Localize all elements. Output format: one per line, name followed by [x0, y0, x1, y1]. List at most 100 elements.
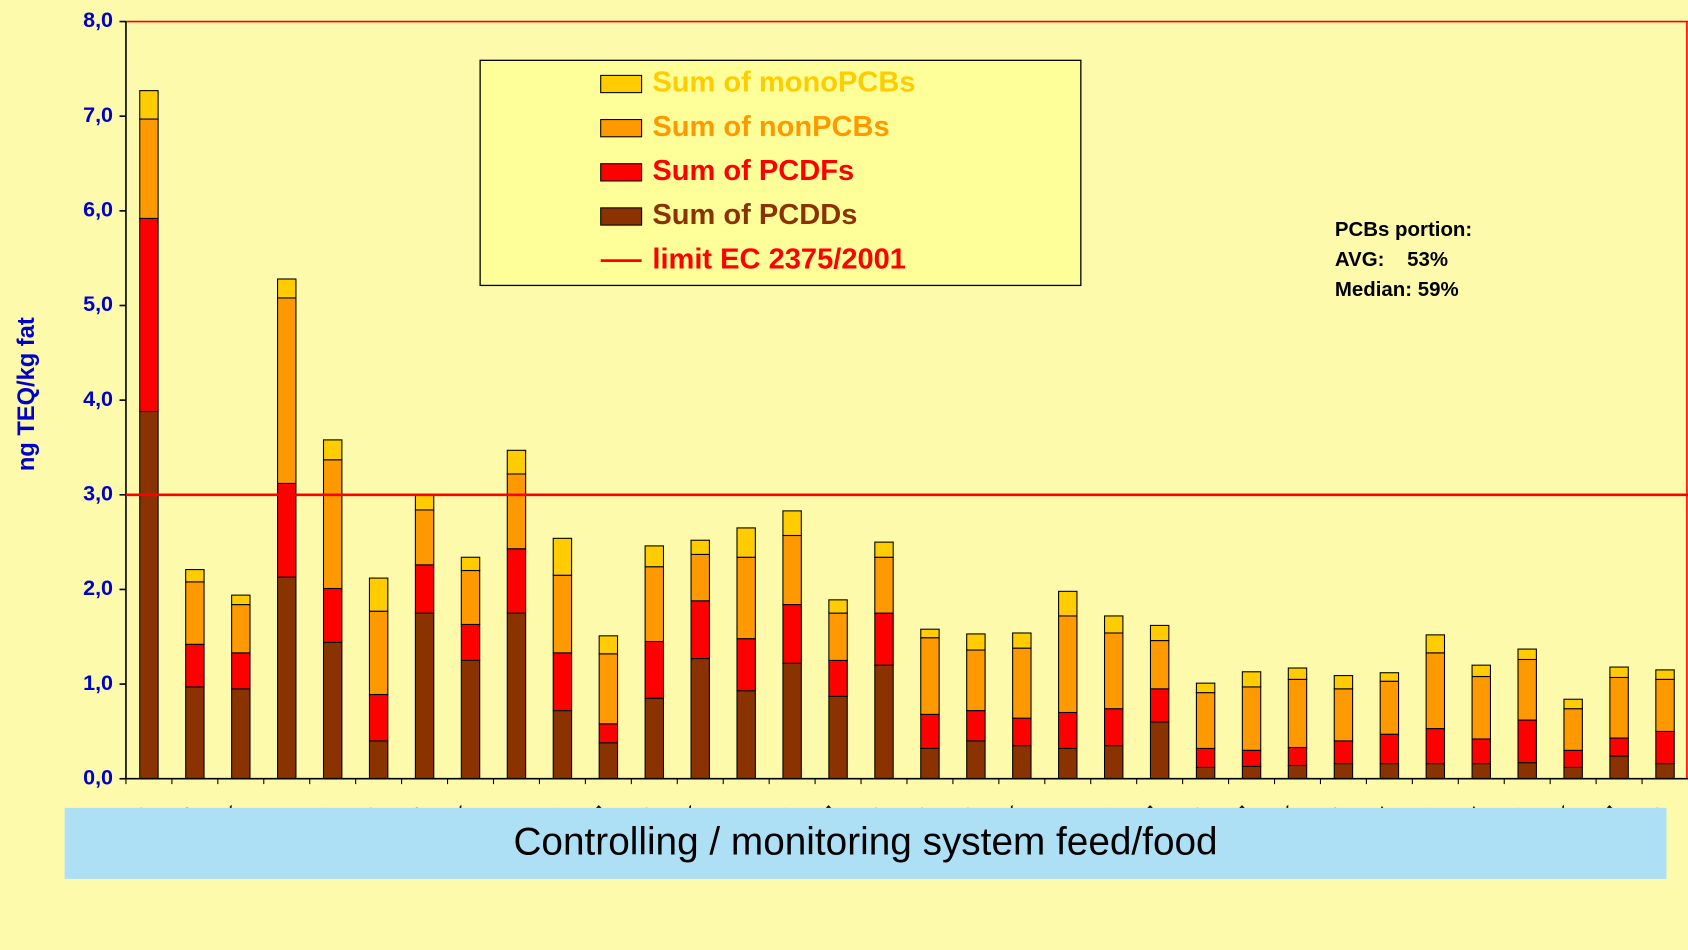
bar-segment	[1425, 652, 1446, 730]
legend-swatch	[600, 119, 643, 138]
bar-segment	[828, 695, 848, 780]
banner-text: Controlling / monitoring system feed/foo…	[513, 821, 1217, 864]
bar-segment	[1563, 766, 1583, 780]
bar-segment	[414, 612, 435, 780]
bar-segment	[1517, 762, 1537, 780]
bar-segment	[1563, 708, 1583, 751]
annotation: PCBs portion:	[1335, 218, 1472, 241]
bar-segment	[1609, 666, 1629, 679]
bar-segment	[1058, 747, 1078, 780]
bar-segment	[1563, 698, 1583, 710]
bar-segment	[414, 494, 435, 511]
bar-segment	[231, 688, 251, 780]
bar-segment	[1471, 763, 1491, 780]
bar-segment	[966, 633, 986, 651]
bar-segment	[874, 556, 894, 614]
y-tick-label: 4,0	[83, 387, 113, 411]
bar-segment	[1195, 766, 1216, 780]
bar-segment	[966, 740, 986, 780]
annotation: AVG: 53%	[1335, 248, 1448, 271]
bar-segment	[368, 610, 389, 696]
bar-segment	[1517, 658, 1537, 721]
bar-segment	[1563, 749, 1583, 768]
bar-segment	[185, 581, 205, 645]
bar-segment	[277, 482, 297, 578]
bar-segment	[598, 653, 619, 725]
bar-segment	[1058, 590, 1078, 617]
bar-segment	[920, 637, 940, 715]
bar-segment	[277, 576, 297, 780]
bar-segment	[690, 539, 710, 555]
legend-label: Sum of monoPCBs	[652, 67, 915, 99]
bar-segment	[1241, 686, 1262, 751]
bar-segment	[1379, 680, 1400, 735]
bar-segment	[782, 604, 802, 664]
bar-segment	[1287, 678, 1308, 749]
bar-segment	[1333, 740, 1354, 765]
bar-segment	[1103, 615, 1124, 634]
bar-segment	[1012, 717, 1032, 747]
bar-segment	[736, 556, 756, 640]
bar-segment	[552, 537, 573, 576]
bar-segment	[1195, 747, 1216, 768]
bar-segment	[644, 697, 665, 780]
bar-segment	[506, 548, 527, 614]
bar-segment	[598, 723, 619, 744]
bar-segment	[1058, 711, 1078, 749]
bar-segment	[231, 604, 251, 654]
y-tick-label: 5,0	[83, 292, 113, 316]
bar-segment	[322, 459, 343, 590]
bar-segment	[644, 545, 665, 568]
bar-segment	[1287, 667, 1308, 680]
bar-segment	[322, 439, 343, 461]
y-tick-label: 3,0	[83, 481, 113, 505]
bar-segment	[828, 612, 848, 661]
bar-segment	[1379, 672, 1400, 682]
bar-segment	[368, 693, 389, 742]
bar-segment	[506, 473, 527, 550]
bar-segment	[1379, 733, 1400, 765]
bar-segment	[1471, 675, 1491, 740]
bar-segment	[690, 553, 710, 602]
bar-segment	[1471, 738, 1491, 765]
banner	[64, 807, 1667, 879]
y-tick-label: 0,0	[83, 765, 113, 789]
bar-segment	[552, 574, 573, 654]
bar-segment	[552, 710, 573, 780]
bar-segment	[368, 577, 389, 612]
bar-segment	[1379, 763, 1400, 780]
bar-segment	[1517, 719, 1537, 764]
bar-segment	[552, 652, 573, 712]
bar-segment	[1425, 634, 1446, 654]
bar-segment	[506, 449, 527, 475]
bar-segment	[1195, 692, 1216, 749]
bar-segment	[322, 641, 343, 780]
bar-segment	[414, 564, 435, 614]
bar-segment	[368, 740, 389, 780]
legend-label: Sum of nonPCBs	[652, 111, 889, 143]
bar-segment	[966, 649, 986, 712]
legend-swatch	[600, 74, 643, 94]
bar-segment	[1149, 688, 1170, 723]
bar-segment	[920, 747, 940, 780]
bar-segment	[1655, 669, 1675, 680]
bar-segment	[1149, 721, 1170, 780]
bar-segment	[1333, 763, 1354, 780]
bar-segment	[139, 410, 159, 780]
bar-segment	[1149, 624, 1170, 642]
bar-segment	[231, 652, 251, 690]
legend-label: Sum of PCDFs	[652, 155, 854, 187]
legend-swatch	[600, 207, 643, 226]
bar-segment	[506, 612, 527, 780]
y-tick-label: 1,0	[83, 671, 113, 695]
y-tick-label: 7,0	[83, 103, 113, 127]
bar-segment	[782, 662, 802, 780]
bar-segment	[1655, 678, 1675, 732]
bar-segment	[644, 566, 665, 643]
bar-segment	[277, 278, 297, 299]
y-tick-label: 6,0	[83, 198, 113, 222]
bar-segment	[1333, 675, 1354, 690]
bar-segment	[874, 664, 894, 780]
